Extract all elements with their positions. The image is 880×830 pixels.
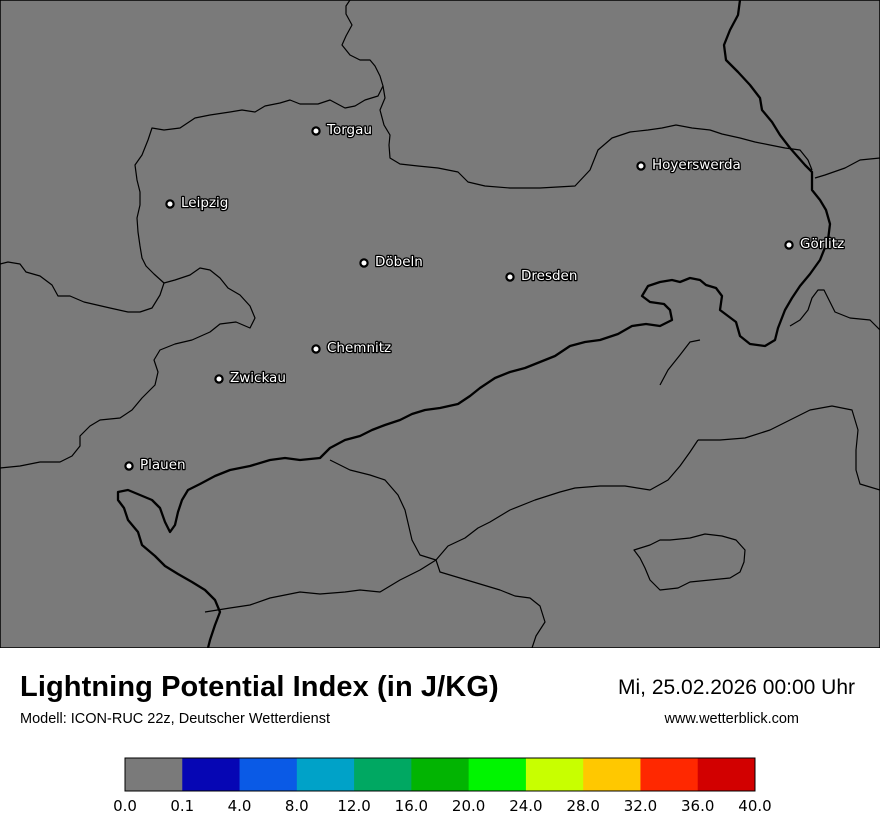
- legend-swatch: [697, 758, 756, 791]
- city-leipzig: Leipzig: [165, 194, 230, 212]
- city-label: Hoyerswerda: [652, 157, 741, 173]
- color-legend: 0.0 0.1 4.0 8.0 12.0 16.0 20.0 24.0 28.0 32.0 36.0…: [113, 757, 772, 815]
- city-grlitz: Görlitz: [784, 235, 845, 253]
- legend-frame: [124, 757, 756, 792]
- legend-swatch: [296, 758, 355, 791]
- legend-swatch: [640, 758, 699, 791]
- city-label: Torgau: [326, 122, 372, 138]
- country-borders: [116, 0, 832, 648]
- city-markers: Torgau Hoyerswerda Leipzig Görlitz Döbeln Dre…: [124, 121, 845, 474]
- city-dot: [165, 199, 175, 209]
- city-label: Chemnitz: [327, 340, 391, 356]
- legend-tick-label: 4.0: [228, 797, 252, 815]
- city-label: Plauen: [140, 457, 186, 473]
- legend-tick-label: 20.0: [452, 797, 485, 815]
- city-dot: [124, 461, 134, 471]
- city-label: Leipzig: [181, 195, 228, 211]
- city-torgau: Torgau: [311, 121, 373, 139]
- legend-tick-label: 40.0: [738, 797, 771, 815]
- city-dot: [214, 374, 224, 384]
- legend-tick-label: 28.0: [566, 797, 599, 815]
- legend-tick-label: 0.1: [170, 797, 194, 815]
- city-dot: [636, 161, 646, 171]
- city-label: Döbeln: [375, 254, 423, 270]
- city-dbeln: Döbeln: [359, 253, 424, 271]
- legend-tick-label: 12.0: [337, 797, 370, 815]
- legend-swatch: [125, 758, 183, 791]
- forecast-datetime: Mi, 25.02.2026 00:00 Uhr: [618, 676, 855, 699]
- legend-tick-label: 8.0: [285, 797, 309, 815]
- region-borders: [0, 0, 880, 648]
- city-dresden: Dresden: [505, 267, 579, 285]
- legend-swatch: [354, 758, 412, 791]
- legend-swatch: [583, 758, 641, 791]
- website-link[interactable]: www.wetterblick.com: [664, 711, 799, 727]
- map-background: [0, 0, 880, 648]
- city-dot: [505, 272, 515, 282]
- city-dot: [784, 240, 794, 250]
- city-dot: [311, 126, 321, 136]
- city-zwickau: Zwickau: [214, 369, 287, 387]
- legend-tick-label: 16.0: [395, 797, 428, 815]
- city-dot: [359, 258, 369, 268]
- legend-tick-label: 32.0: [624, 797, 657, 815]
- map-title: Lightning Potential Index (in J/KG): [20, 671, 499, 703]
- model-source: Modell: ICON-RUC 22z, Deutscher Wetterdi…: [20, 711, 330, 727]
- city-label: Dresden: [521, 268, 577, 284]
- legend-swatch: [411, 758, 470, 791]
- legend-tick-label: 0.0: [113, 797, 137, 815]
- weather-map: Torgau Hoyerswerda Leipzig Görlitz Döbeln Dre…: [0, 0, 880, 648]
- legend-swatch: [239, 758, 298, 791]
- legend-swatch: [468, 758, 527, 791]
- legend-tick-label: 36.0: [681, 797, 714, 815]
- city-plauen: Plauen: [124, 456, 187, 474]
- city-label: Görlitz: [800, 236, 844, 252]
- city-hoyerswerda: Hoyerswerda: [636, 156, 742, 174]
- city-label: Zwickau: [230, 370, 286, 386]
- city-chemnitz: Chemnitz: [311, 339, 392, 357]
- legend-swatch: [182, 758, 241, 791]
- city-dot: [311, 344, 321, 354]
- legend-swatch: [525, 758, 584, 791]
- legend-tick-label: 24.0: [509, 797, 542, 815]
